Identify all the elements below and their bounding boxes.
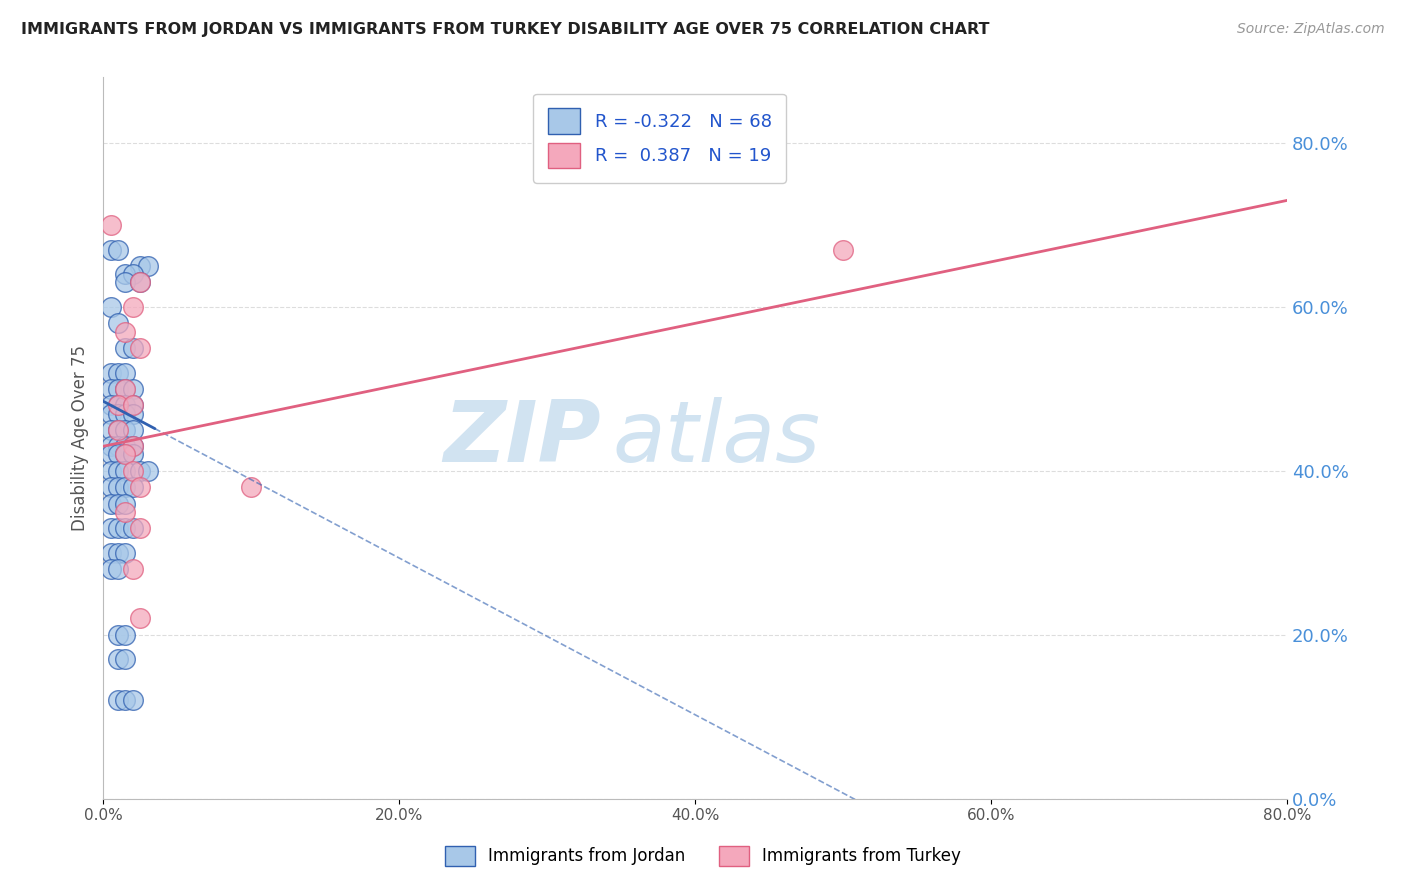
Point — [100, 448, 122, 462]
Point — [100, 243, 122, 257]
Point — [114, 325, 136, 339]
Point — [114, 439, 136, 453]
Point — [107, 521, 129, 535]
Point — [100, 497, 122, 511]
Point — [121, 300, 143, 314]
Point — [107, 448, 129, 462]
Point — [121, 407, 143, 421]
Point — [100, 366, 122, 380]
Point — [100, 521, 122, 535]
Point — [107, 382, 129, 396]
Point — [114, 382, 136, 396]
Point — [121, 382, 143, 396]
Point — [114, 628, 136, 642]
Y-axis label: Disability Age Over 75: Disability Age Over 75 — [72, 345, 89, 531]
Point — [107, 628, 129, 642]
Point — [114, 505, 136, 519]
Point — [114, 480, 136, 494]
Point — [107, 480, 129, 494]
Point — [121, 398, 143, 412]
Point — [121, 693, 143, 707]
Point — [114, 398, 136, 412]
Point — [107, 423, 129, 437]
Point — [107, 546, 129, 560]
Point — [114, 521, 136, 535]
Point — [114, 423, 136, 437]
Point — [114, 382, 136, 396]
Point — [107, 497, 129, 511]
Point — [832, 243, 855, 257]
Point — [107, 398, 129, 412]
Point — [114, 464, 136, 478]
Point — [129, 276, 152, 290]
Point — [100, 439, 122, 453]
Point — [100, 407, 122, 421]
Point — [121, 562, 143, 576]
Point — [100, 423, 122, 437]
Point — [114, 267, 136, 281]
Point — [129, 611, 152, 625]
Point — [129, 276, 152, 290]
Point — [121, 398, 143, 412]
Point — [114, 366, 136, 380]
Point — [107, 693, 129, 707]
Point — [240, 480, 263, 494]
Point — [129, 521, 152, 535]
Text: atlas: atlas — [612, 397, 820, 480]
Point — [107, 652, 129, 666]
Text: Source: ZipAtlas.com: Source: ZipAtlas.com — [1237, 22, 1385, 37]
Point — [100, 562, 122, 576]
Point — [100, 398, 122, 412]
Point — [114, 448, 136, 462]
Point — [114, 407, 136, 421]
Point — [121, 439, 143, 453]
Point — [107, 439, 129, 453]
Point — [114, 546, 136, 560]
Legend: R = -0.322   N = 68, R =  0.387   N = 19: R = -0.322 N = 68, R = 0.387 N = 19 — [533, 94, 786, 183]
Point — [100, 464, 122, 478]
Text: IMMIGRANTS FROM JORDAN VS IMMIGRANTS FROM TURKEY DISABILITY AGE OVER 75 CORRELAT: IMMIGRANTS FROM JORDAN VS IMMIGRANTS FRO… — [21, 22, 990, 37]
Point — [100, 480, 122, 494]
Point — [136, 259, 159, 273]
Point — [121, 439, 143, 453]
Point — [100, 300, 122, 314]
Point — [121, 480, 143, 494]
Point — [107, 562, 129, 576]
Point — [129, 464, 152, 478]
Point — [121, 521, 143, 535]
Point — [107, 464, 129, 478]
Point — [129, 480, 152, 494]
Point — [114, 448, 136, 462]
Point — [100, 218, 122, 232]
Point — [107, 366, 129, 380]
Point — [121, 448, 143, 462]
Point — [100, 546, 122, 560]
Point — [107, 423, 129, 437]
Point — [129, 259, 152, 273]
Point — [114, 276, 136, 290]
Point — [107, 243, 129, 257]
Point — [121, 267, 143, 281]
Legend: Immigrants from Jordan, Immigrants from Turkey: Immigrants from Jordan, Immigrants from … — [432, 832, 974, 880]
Point — [121, 423, 143, 437]
Point — [121, 464, 143, 478]
Point — [114, 497, 136, 511]
Point — [107, 316, 129, 330]
Point — [114, 652, 136, 666]
Point — [100, 382, 122, 396]
Point — [136, 464, 159, 478]
Point — [121, 341, 143, 355]
Text: ZIP: ZIP — [443, 397, 600, 480]
Point — [107, 407, 129, 421]
Point — [129, 341, 152, 355]
Point — [114, 693, 136, 707]
Point — [107, 398, 129, 412]
Point — [114, 341, 136, 355]
